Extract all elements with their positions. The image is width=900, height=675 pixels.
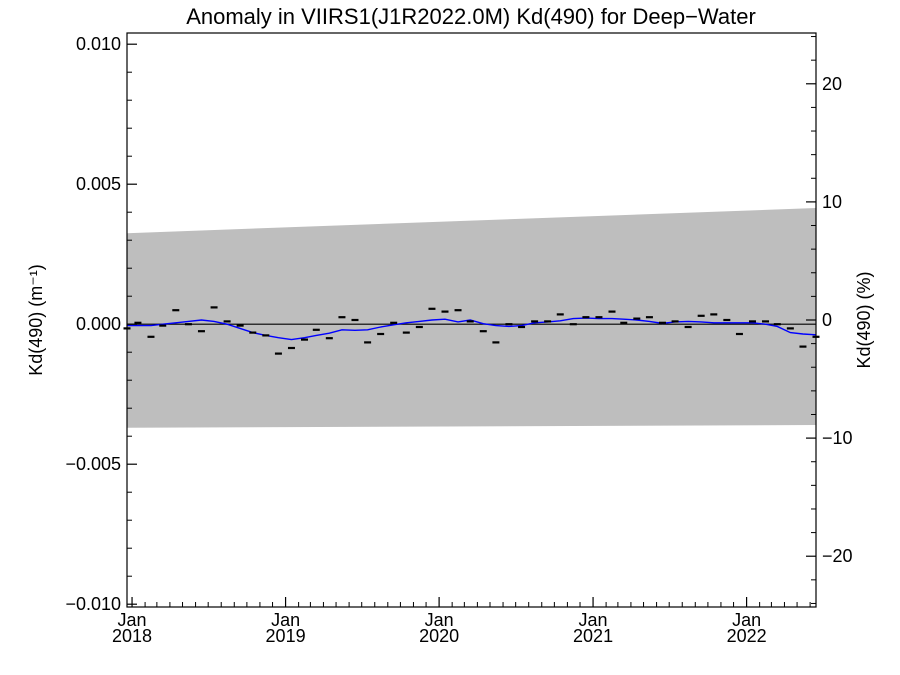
x-tick-year-label: 2019 [266,626,306,646]
left-tick-label: −0.010 [65,594,121,614]
right-tick-label: −20 [822,546,853,566]
smoothed-anomaly-line [127,317,817,341]
right-tick-label: 0 [822,310,832,330]
x-tick-month-label: Jan [271,610,300,630]
smoothed-line-layer [127,317,817,341]
x-tick-month-label: Jan [425,610,454,630]
left-tick-label: −0.005 [65,454,121,474]
right-y-axis: 20 10 0 −10 −20 [806,36,853,604]
x-tick-year-label: 2022 [727,626,767,646]
right-tick-label: 20 [822,74,842,94]
x-tick-year-label: 2020 [419,626,459,646]
y-axis-right-label: Kd(490) (%) [854,271,874,368]
left-y-axis: 0.010 0.005 0.000 −0.005 −0.010 [65,34,137,614]
monthly-marker-layer [123,306,820,355]
uncertainty-band [127,208,816,428]
y-axis-left-label: Kd(490) (m⁻¹) [26,264,46,376]
x-tick-month-label: Jan [118,610,147,630]
x-tick-year-label: 2018 [112,626,152,646]
x-tick-month-label: Jan [732,610,761,630]
left-tick-label: 0.000 [76,314,121,334]
right-tick-label: 10 [822,192,842,212]
left-tick-label: 0.010 [76,34,121,54]
chart-title: Anomaly in VIIRS1(J1R2022.0M) Kd(490) fo… [186,4,756,29]
right-tick-label: −10 [822,428,853,448]
left-tick-label: 0.005 [76,174,121,194]
x-tick-month-label: Jan [579,610,608,630]
uncertainty-band-layer [127,208,816,428]
x-tick-year-label: 2021 [573,626,613,646]
